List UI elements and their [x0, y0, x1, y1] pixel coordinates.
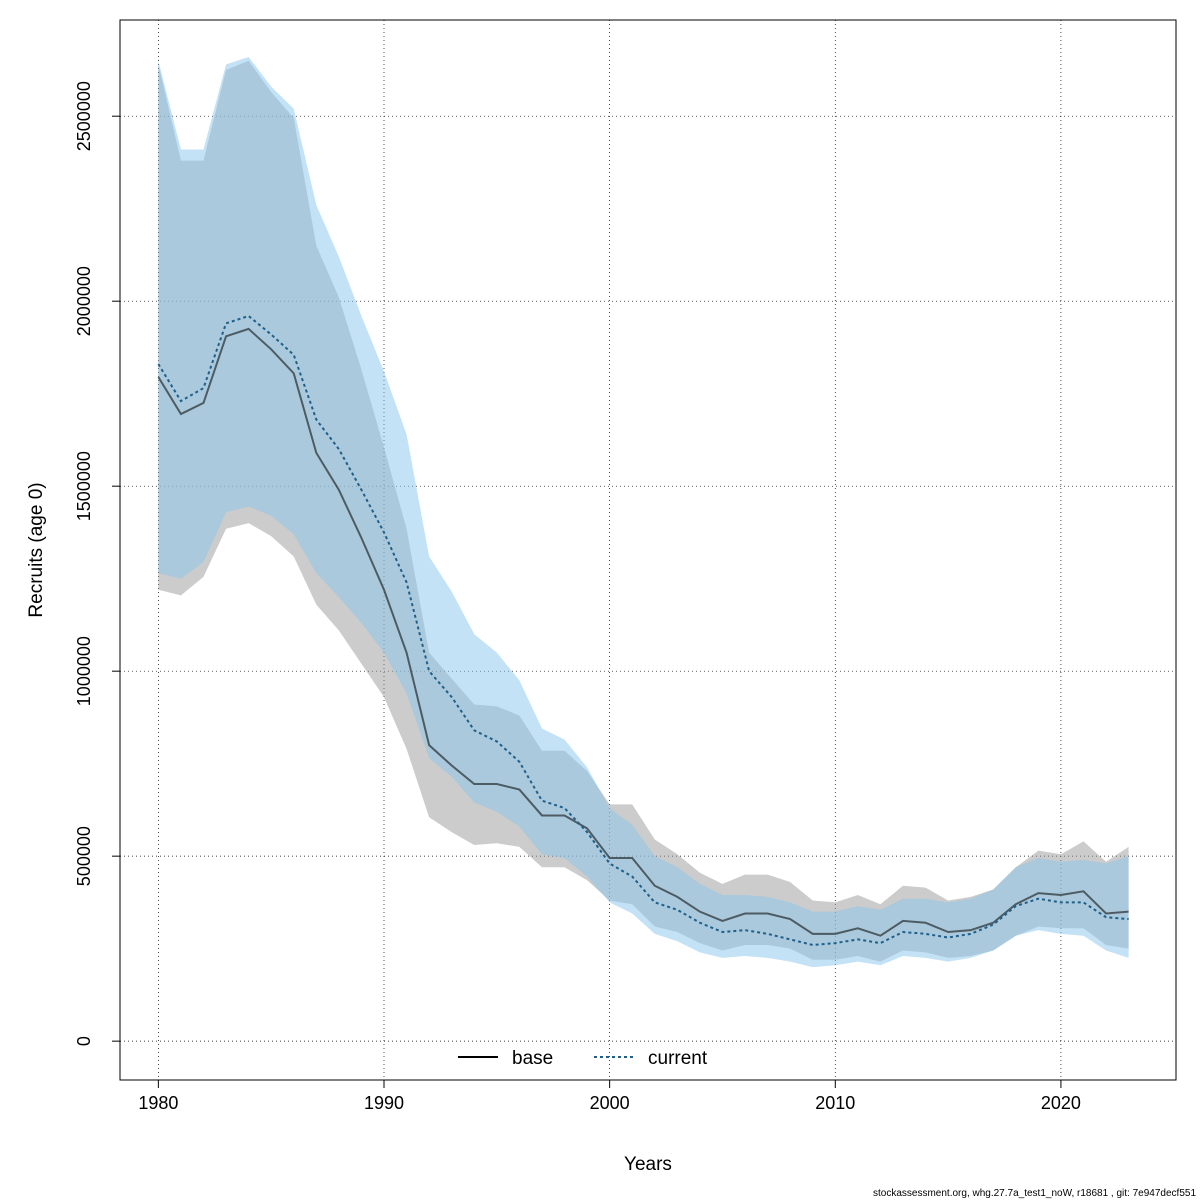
footer-credit: stockassessment.org, whg.27.7a_test1_noW… — [873, 1188, 1196, 1199]
line-base — [157, 327, 1129, 937]
y-axis-title: Recruits (age 0) — [26, 482, 47, 617]
y-tick-label: 0 — [74, 1036, 94, 1046]
band-current — [158, 56, 1129, 968]
y-tick-label: 2500000 — [74, 81, 94, 151]
y-tick-label: 1500000 — [74, 451, 94, 521]
series-lines — [157, 314, 1129, 946]
legend-label-base: base — [512, 1048, 553, 1069]
plot-frame — [119, 19, 1177, 1081]
legend-label-current: current — [648, 1048, 708, 1069]
y-axis: 0 500000 1000000 1500000 2000000 2500000 — [74, 81, 120, 1046]
y-tick-label: 500000 — [74, 826, 94, 886]
x-tick-label: 2020 — [1041, 1093, 1081, 1113]
legend: base current — [458, 1048, 708, 1069]
y-tick-label: 1000000 — [74, 636, 94, 706]
confidence-bands — [158, 56, 1129, 968]
y-tick-label: 2000000 — [74, 266, 94, 336]
x-tick-label: 1980 — [138, 1093, 178, 1113]
x-tick-label: 1990 — [364, 1093, 404, 1113]
x-tick-label: 2000 — [590, 1093, 630, 1113]
line-current — [157, 314, 1129, 946]
x-axis: 1980 1990 2000 2010 2020 — [138, 1080, 1081, 1113]
x-tick-label: 2010 — [815, 1093, 855, 1113]
x-axis-title: Years — [624, 1154, 672, 1175]
